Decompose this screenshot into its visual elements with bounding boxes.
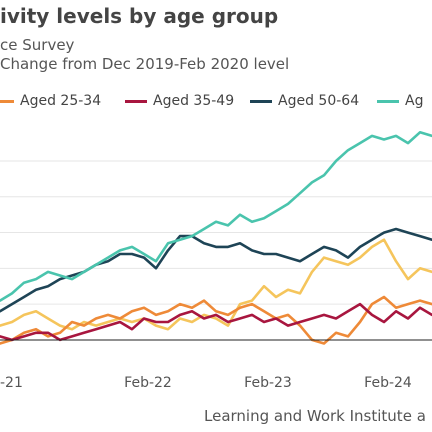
x-axis-ticks: -21 Feb-22 Feb-23 Feb-24: [0, 375, 412, 391]
legend-label-aged-50-64: Aged 50-64: [278, 93, 360, 109]
legend-swatch-aged-35-49: [125, 99, 147, 103]
legend-label-aged-35-49: Aged 35-49: [153, 93, 235, 109]
series-line-aged-25-34: [0, 295, 432, 345]
source-note: Learning and Work Institute a: [204, 407, 426, 425]
series-line-aged-35-49: [0, 302, 432, 342]
legend-item-aged-50-64: Aged 50-64: [250, 90, 359, 112]
x-tick-label: -21: [0, 375, 23, 391]
series-lines: [0, 131, 432, 345]
x-tick-label: Feb-22: [124, 375, 172, 391]
series-line-aged-50-64: [0, 227, 432, 313]
x-tick-label: Feb-24: [364, 375, 412, 391]
gridlines: [0, 160, 432, 305]
series-line-young: [0, 238, 432, 331]
legend-swatch-aged-65: [377, 99, 399, 103]
chart-subtitle: ce Survey: [0, 36, 75, 54]
chart-title: ivity levels by age group: [0, 4, 279, 28]
legend-item-aged-25-34: Aged 25-34: [0, 90, 101, 112]
legend-item-aged-65: Ag: [377, 90, 423, 112]
series-line-aged-65: [0, 131, 432, 302]
legend-label-aged-65: Ag: [405, 93, 424, 109]
legend-swatch-aged-50-64: [250, 99, 272, 103]
y-axis-label: Change from Dec 2019-Feb 2020 level: [0, 55, 290, 73]
legend-item-aged-35-49: Aged 35-49: [125, 90, 234, 112]
legend-label-aged-25-34: Aged 25-34: [20, 93, 102, 109]
x-tick-label: Feb-23: [244, 375, 292, 391]
legend-swatch-aged-25-34: [0, 99, 14, 103]
